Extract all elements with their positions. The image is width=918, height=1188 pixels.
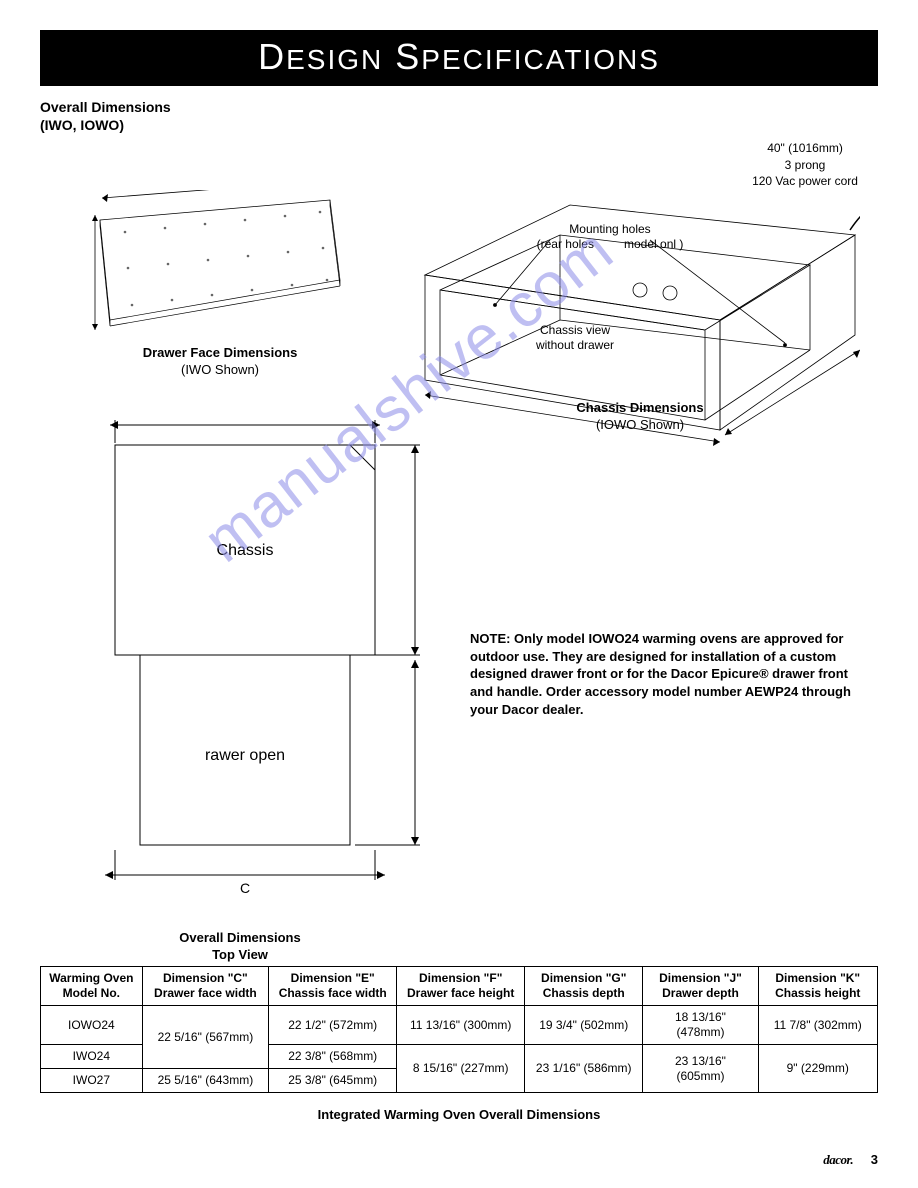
diagram-area: Drawer Face Dimensions (IWO Shown) 40" (… — [40, 140, 878, 960]
footer-brand: dacor. — [823, 1152, 853, 1167]
top-view-caption-line1: Overall Dimensions — [140, 930, 340, 947]
cell-j-18-13-16: 18 13/16" (478mm) — [643, 1006, 758, 1045]
th-model: Warming Oven Model No. — [41, 967, 143, 1006]
chassis-text-svg: Chassis — [217, 542, 274, 559]
heading-line1: Overall Dimensions — [40, 98, 878, 116]
cell-c-22-5-16: 22 5/16" (567mm) — [142, 1006, 268, 1069]
page-title-bar: DESIGN SPECIFICATIONS — [40, 30, 878, 86]
cell-k-11-7-8: 11 7/8" (302mm) — [758, 1006, 877, 1045]
cell-e-22-3-8: 22 3/8" (568mm) — [269, 1045, 397, 1069]
cell-e-22-1-2: 22 1/2" (572mm) — [269, 1006, 397, 1045]
th-dim-e: Dimension "E" Chassis face width — [269, 967, 397, 1006]
th-dim-k: Dimension "K" Chassis height — [758, 967, 877, 1006]
heading-line2: (IWO, IOWO) — [40, 116, 878, 134]
table-header-row: Warming Oven Model No. Dimension "C" Dra… — [41, 967, 878, 1006]
dimensions-table: Warming Oven Model No. Dimension "C" Dra… — [40, 966, 878, 1093]
drawer-face-diagram — [80, 190, 360, 340]
top-view-diagram: Chassis rawer open C — [70, 415, 440, 945]
title-word2: PECIFICATIONS — [421, 44, 660, 75]
chassis-caption-title: Chassis Dimensions — [550, 400, 730, 417]
title-cap-d: D — [258, 36, 286, 77]
drawer-face-caption-sub: (IWO Shown) — [100, 362, 340, 379]
drawer-face-caption-title: Drawer Face Dimensions — [100, 345, 340, 362]
section-heading: Overall Dimensions (IWO, IOWO) — [40, 98, 878, 134]
table-caption: Integrated Warming Oven Overall Dimensio… — [40, 1107, 878, 1122]
cell-f-8-15-16: 8 15/16" (227mm) — [397, 1045, 525, 1093]
chassis-caption-sub: (IOWO Shown) — [550, 417, 730, 434]
cell-j-23-13-16: 23 13/16" (605mm) — [643, 1045, 758, 1093]
th-dim-g: Dimension "G" Chassis depth — [525, 967, 643, 1006]
title-cap-s: S — [383, 36, 421, 77]
note-block: NOTE: Only model IOWO24 warming ovens ar… — [470, 630, 870, 718]
footer-page-number: 3 — [871, 1152, 878, 1167]
drawer-open-text-svg: rawer open — [205, 747, 285, 764]
top-view-caption: Overall Dimensions Top View — [140, 930, 340, 964]
cell-f-11-13-16: 11 13/16" (300mm) — [397, 1006, 525, 1045]
dim-c-text-svg: C — [240, 880, 250, 896]
th-dim-c: Dimension "C" Drawer face width — [142, 967, 268, 1006]
title-word1: ESIGN — [286, 44, 383, 75]
cell-c-25-5-16: 25 5/16" (643mm) — [142, 1069, 268, 1093]
cell-e-25-3-8: 25 3/8" (645mm) — [269, 1069, 397, 1093]
page-footer: dacor. 3 — [40, 1152, 878, 1168]
cord-line2: 3 prong — [720, 157, 890, 173]
cord-line1: 40" (1016mm) — [720, 140, 890, 156]
cell-model-iowo24: IOWO24 — [41, 1006, 143, 1045]
drawer-face-caption: Drawer Face Dimensions (IWO Shown) — [100, 345, 340, 379]
cell-k-9: 9" (229mm) — [758, 1045, 877, 1093]
table-row: IOWO24 22 5/16" (567mm) 22 1/2" (572mm) … — [41, 1006, 878, 1045]
th-dim-j: Dimension "J" Drawer depth — [643, 967, 758, 1006]
chassis-caption: Chassis Dimensions (IOWO Shown) — [550, 400, 730, 434]
cell-model-iwo24: IWO24 — [41, 1045, 143, 1069]
cell-g-23-1-16: 23 1/16" (586mm) — [525, 1045, 643, 1093]
top-view-caption-line2: Top View — [140, 947, 340, 964]
cell-model-iwo27: IWO27 — [41, 1069, 143, 1093]
th-dim-f: Dimension "F" Drawer face height — [397, 967, 525, 1006]
cell-g-19-3-4: 19 3/4" (502mm) — [525, 1006, 643, 1045]
